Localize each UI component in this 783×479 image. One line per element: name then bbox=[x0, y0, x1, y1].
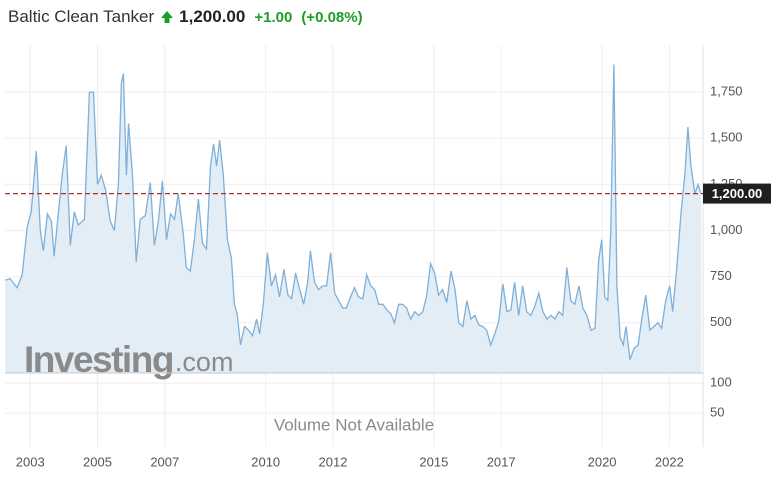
y-tick-label: 1,000 bbox=[710, 222, 743, 237]
change-pct: (+0.08%) bbox=[301, 8, 363, 26]
x-tick-label: 2017 bbox=[487, 454, 516, 469]
x-tick-label: 2022 bbox=[655, 454, 684, 469]
x-tick-label: 2012 bbox=[319, 454, 348, 469]
price: 1,200.00 bbox=[179, 7, 246, 26]
x-tick-label: 2003 bbox=[16, 454, 45, 469]
area-fill bbox=[5, 64, 702, 374]
x-tick-label: 2010 bbox=[251, 454, 280, 469]
volume-note: Volume Not Available bbox=[274, 415, 434, 434]
y-tick-label: 500 bbox=[710, 314, 732, 329]
y-tick-label: 1,750 bbox=[710, 84, 743, 99]
price-line bbox=[5, 64, 702, 360]
x-tick-label: 2005 bbox=[83, 454, 112, 469]
change: +1.00 bbox=[254, 8, 293, 26]
y-tick-label: 750 bbox=[710, 268, 732, 283]
volume-tick-label: 50 bbox=[710, 405, 724, 420]
x-tick-label: 2007 bbox=[150, 454, 179, 469]
x-tick-label: 2020 bbox=[588, 454, 617, 469]
title: Baltic Clean Tanker bbox=[8, 7, 155, 26]
y-tick-label: 1,500 bbox=[710, 130, 743, 145]
last-price-label: 1,200.00 bbox=[712, 186, 763, 201]
watermark: Investing bbox=[24, 339, 173, 380]
watermark-suffix: .com bbox=[175, 347, 234, 377]
x-tick-label: 2015 bbox=[419, 454, 448, 469]
up-arrow bbox=[161, 11, 174, 23]
volume-tick-label: 100 bbox=[710, 375, 732, 390]
header: Baltic Clean Tanker 1,200.00 +1.00 (+0.0… bbox=[8, 7, 363, 27]
last-price-tag bbox=[703, 183, 771, 204]
